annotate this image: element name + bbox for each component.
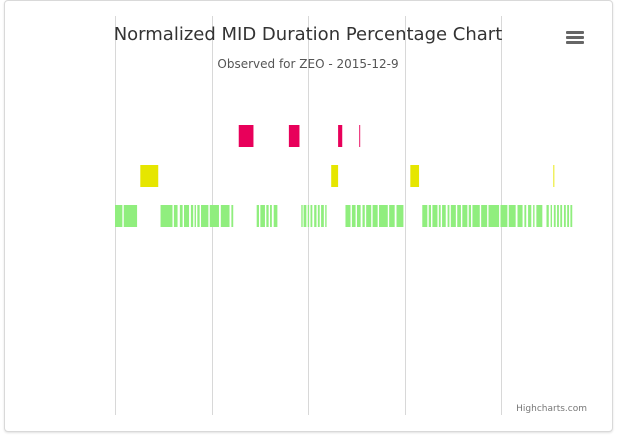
chart-subtitle: Observed for ZEO - 2015-12-9 <box>217 57 398 71</box>
duration-bar[interactable] <box>450 205 456 227</box>
duration-bar[interactable] <box>351 205 356 227</box>
duration-bar[interactable] <box>231 205 234 227</box>
duration-bar[interactable] <box>366 205 372 227</box>
duration-bar[interactable] <box>314 205 317 227</box>
series-3 <box>115 205 573 227</box>
duration-bar[interactable] <box>173 205 178 227</box>
duration-bar[interactable] <box>160 205 173 227</box>
duration-bar[interactable] <box>442 205 446 227</box>
duration-bar[interactable] <box>184 205 190 227</box>
duration-bar[interactable] <box>140 165 159 187</box>
duration-bar[interactable] <box>560 205 563 227</box>
duration-bar[interactable] <box>481 205 488 227</box>
duration-bar[interactable] <box>325 205 327 227</box>
duration-bar[interactable] <box>288 125 300 147</box>
duration-bar[interactable] <box>321 205 324 227</box>
duration-bar[interactable] <box>432 205 438 227</box>
duration-bar[interactable] <box>557 205 559 227</box>
duration-bar[interactable] <box>396 205 404 227</box>
duration-bar[interactable] <box>528 205 532 227</box>
duration-bar[interactable] <box>301 205 303 227</box>
duration-bar[interactable] <box>266 205 269 227</box>
series-1 <box>238 125 361 147</box>
duration-bar[interactable] <box>536 205 543 227</box>
duration-bar[interactable] <box>270 205 272 227</box>
duration-bar[interactable] <box>422 205 428 227</box>
duration-bar[interactable] <box>356 205 361 227</box>
duration-bar[interactable] <box>428 205 432 227</box>
duration-bar[interactable] <box>550 205 552 227</box>
duration-bar[interactable] <box>307 205 310 227</box>
duration-bar[interactable] <box>273 205 278 227</box>
chart-credits[interactable]: Highcharts.com <box>516 404 587 414</box>
duration-bar[interactable] <box>468 205 472 227</box>
series-layer <box>115 125 573 227</box>
duration-bar[interactable] <box>338 125 343 147</box>
duration-bar[interactable] <box>570 205 573 227</box>
duration-bar[interactable] <box>447 205 450 227</box>
duration-bar[interactable] <box>472 205 480 227</box>
duration-bar[interactable] <box>553 205 556 227</box>
duration-bar[interactable] <box>410 165 420 187</box>
duration-bar[interactable] <box>345 205 351 227</box>
duration-bar[interactable] <box>190 205 194 227</box>
duration-bar[interactable] <box>194 205 196 227</box>
duration-bar[interactable] <box>508 205 516 227</box>
duration-bar[interactable] <box>438 205 441 227</box>
duration-bar[interactable] <box>563 205 566 227</box>
duration-bar[interactable] <box>524 205 527 227</box>
duration-bar[interactable] <box>331 165 339 187</box>
duration-bar[interactable] <box>197 205 200 227</box>
duration-bar[interactable] <box>123 205 138 227</box>
duration-bar[interactable] <box>179 205 183 227</box>
duration-bar[interactable] <box>115 205 123 227</box>
duration-bar[interactable] <box>201 205 209 227</box>
duration-bar[interactable] <box>533 205 535 227</box>
duration-bar[interactable] <box>567 205 570 227</box>
duration-bar[interactable] <box>379 205 388 227</box>
duration-bar[interactable] <box>457 205 461 227</box>
duration-bar[interactable] <box>546 205 549 227</box>
duration-bar[interactable] <box>362 205 365 227</box>
chart-title: Normalized MID Duration Percentage Chart <box>114 24 503 45</box>
duration-bar[interactable] <box>317 205 320 227</box>
duration-bar[interactable] <box>303 205 307 227</box>
duration-bar[interactable] <box>256 205 259 227</box>
hamburger-menu-icon <box>566 31 584 44</box>
duration-bar[interactable] <box>389 205 395 227</box>
duration-bar[interactable] <box>260 205 265 227</box>
duration-bar[interactable] <box>488 205 500 227</box>
duration-bar[interactable] <box>359 125 361 147</box>
series-2 <box>140 165 555 187</box>
duration-bar[interactable] <box>500 205 508 227</box>
export-menu-button[interactable] <box>562 25 588 49</box>
duration-bar[interactable] <box>553 165 555 187</box>
duration-bar[interactable] <box>238 125 254 147</box>
duration-bar[interactable] <box>209 205 219 227</box>
duration-bar[interactable] <box>310 205 313 227</box>
duration-bar[interactable] <box>220 205 230 227</box>
duration-bar[interactable] <box>517 205 523 227</box>
duration-bar[interactable] <box>462 205 468 227</box>
duration-bar[interactable] <box>372 205 378 227</box>
